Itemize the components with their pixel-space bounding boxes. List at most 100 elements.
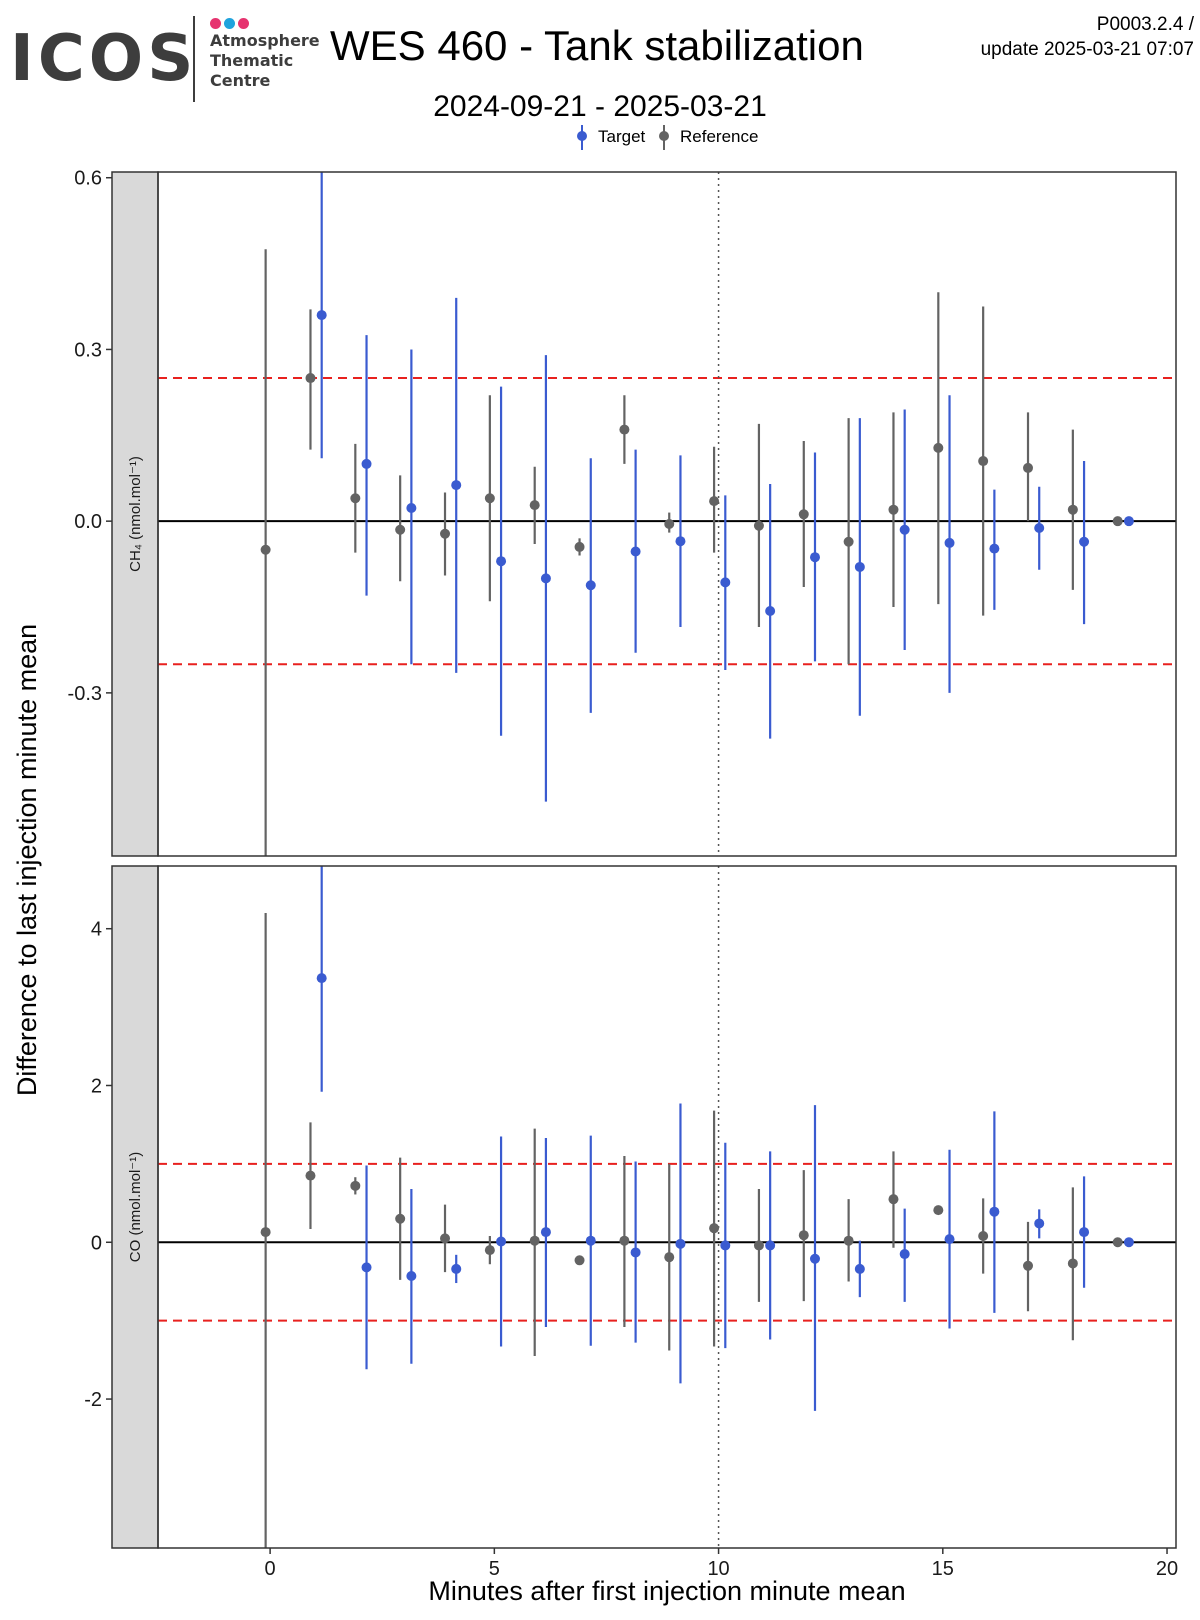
reference-point	[440, 1233, 451, 1244]
reference-point	[1067, 1258, 1078, 1269]
reference-point	[529, 1235, 540, 1246]
reference-point	[753, 1240, 764, 1251]
reference-point	[619, 424, 630, 435]
target-point	[406, 1270, 417, 1281]
report-update-line: update 2025-03-21 07:07	[980, 39, 1194, 60]
target-point	[630, 1247, 641, 1258]
panel-ch4: CH₄ (nmol.mol⁻¹) 0.6 0.3 0.0 -0.3	[68, 168, 1177, 857]
facet-strip-label: CH₄ (nmol.mol⁻¹)	[127, 456, 144, 572]
reference-point	[888, 504, 899, 515]
target-point	[765, 606, 776, 617]
reference-point	[574, 541, 585, 552]
target-point	[1123, 516, 1134, 527]
reference-point	[619, 1235, 630, 1246]
x-tick-label: 5	[489, 1558, 500, 1580]
target-point	[944, 1234, 955, 1245]
target-point	[585, 580, 596, 591]
reference-point	[1023, 1260, 1034, 1271]
y-tick-label: 4	[91, 919, 102, 941]
reference-point	[260, 1227, 271, 1238]
target-point	[809, 552, 820, 563]
facet-strip	[111, 865, 159, 1549]
reference-point	[1112, 516, 1123, 527]
target-point	[630, 546, 641, 557]
reference-point	[933, 1205, 944, 1216]
target-point	[451, 480, 462, 491]
y-tick-label: -2	[84, 1389, 102, 1411]
target-point	[989, 1206, 1000, 1217]
target-point	[1079, 1227, 1090, 1238]
report-code: P0003.2.4 / update 2025-03-21 07:07	[981, 12, 1194, 62]
y-tick-label: 0.6	[74, 168, 102, 190]
target-point	[899, 524, 910, 535]
target-point	[675, 1238, 686, 1249]
panel-co: CO (nmol.mol⁻¹) 4 2 0 -2	[84, 865, 1177, 1549]
target-point	[540, 1227, 551, 1238]
reference-point	[978, 456, 989, 467]
reference-point	[664, 1252, 675, 1263]
target-point	[809, 1253, 820, 1264]
reference-point	[843, 536, 854, 547]
reference-point	[350, 1180, 361, 1191]
facet-strip-label: CO (nmol.mol⁻¹)	[127, 1152, 144, 1262]
reference-point	[395, 524, 406, 535]
target-point	[989, 543, 1000, 554]
logo-dot	[224, 18, 235, 29]
reference-point	[1112, 1237, 1123, 1248]
logo-dot	[210, 18, 221, 29]
logo-subtitle: Atmosphere Thematic Centre	[210, 31, 320, 90]
legend-label: Reference	[680, 127, 758, 146]
reference-point	[664, 519, 675, 530]
logo-dots-icon	[210, 16, 252, 34]
target-point	[451, 1263, 462, 1274]
reference-point	[978, 1231, 989, 1242]
reference-point	[933, 442, 944, 453]
target-point	[944, 537, 955, 548]
target-point	[854, 1263, 865, 1274]
chart-date-range: 2024-09-21 - 2025-03-21	[433, 90, 767, 123]
logo-divider	[193, 16, 195, 102]
legend-key-point	[577, 131, 587, 141]
target-point	[585, 1235, 596, 1246]
target-point	[854, 561, 865, 572]
icos-logo: ICOS Atmosphere Thematic Centre	[10, 14, 320, 104]
legend: Target Reference	[577, 125, 758, 150]
reference-point	[440, 528, 451, 539]
target-point	[720, 1240, 731, 1251]
legend-key-point	[659, 131, 669, 141]
x-tick-label: 0	[265, 1558, 276, 1580]
x-tick-label: 15	[932, 1558, 954, 1580]
y-tick-label: 0.0	[74, 511, 102, 533]
reference-point	[1067, 504, 1078, 515]
reference-point	[798, 1230, 809, 1241]
reference-point	[305, 1170, 316, 1181]
target-point	[496, 556, 507, 567]
data-layer	[260, 866, 1134, 1548]
reference-point	[260, 544, 271, 555]
x-axis-title: Minutes after first injection minute mea…	[428, 1576, 905, 1606]
reference-point	[395, 1213, 406, 1224]
reference-point	[529, 500, 540, 511]
target-point	[1123, 1237, 1134, 1248]
reference-point	[888, 1194, 899, 1205]
target-point	[406, 502, 417, 513]
target-point	[899, 1249, 910, 1260]
legend-label: Target	[598, 127, 646, 146]
y-tick-label: 0	[91, 1232, 102, 1254]
reference-point	[1023, 462, 1034, 473]
reference-point	[574, 1255, 585, 1266]
logo-dot	[238, 18, 249, 29]
reference-point	[709, 1223, 720, 1234]
target-point	[1034, 1218, 1045, 1229]
reference-point	[798, 509, 809, 520]
target-point	[1079, 536, 1090, 547]
target-point	[316, 310, 327, 321]
x-tick-label: 10	[707, 1558, 729, 1580]
reference-point	[350, 493, 361, 504]
target-point	[540, 573, 551, 584]
reference-point	[484, 1245, 495, 1256]
y-axis-title: Difference to last injection minute mean	[12, 624, 42, 1096]
target-point	[496, 1236, 507, 1247]
y-tick-label: 2	[91, 1075, 102, 1097]
